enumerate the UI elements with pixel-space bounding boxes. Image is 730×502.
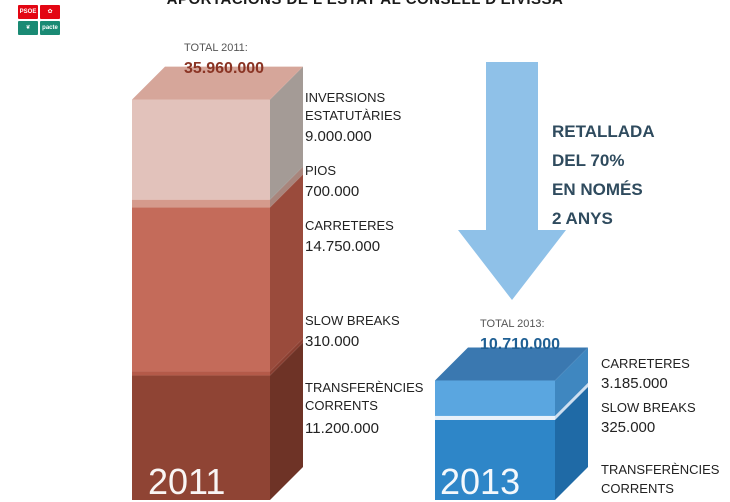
bar-2011-pios-front: [132, 199, 270, 208]
label-2011-transferencies-line2: CORRENTS: [305, 398, 378, 413]
value-2013-carreteres: 3.185.000: [601, 375, 668, 392]
bar-2011-transferencies-side: [270, 342, 303, 500]
value-2013-slow-breaks: 325.000: [601, 419, 656, 436]
bar-2013-transferencies-side: [555, 386, 588, 500]
bar-2011-pios-side: [270, 166, 303, 208]
annotation-line-4: 2 ANYS: [552, 209, 613, 228]
value-2011-pios: 700.000: [305, 183, 360, 200]
bar-2011-slow-breaks-side: [270, 338, 303, 376]
bar-2013-carreteres-front: [435, 380, 555, 416]
label-2013-transferencies-line1: TRANSFERÈNCIES: [601, 462, 720, 477]
bar-2013-slow-breaks-side: [555, 382, 588, 420]
annotation-line-2: DEL 70%: [552, 151, 625, 170]
bar-2011-inversions-side: [270, 66, 303, 200]
label-2013-transferencies-line2: CORRENTS: [601, 481, 674, 496]
label-2013-carreteres: CARRETERES: [601, 356, 690, 371]
bar-2011-inversions-front: [132, 99, 270, 200]
annotation-line-1: RETALLADA: [552, 122, 655, 141]
total-2011-value: 35.960.000: [184, 60, 265, 77]
bar-2011-carreteres-side: [270, 174, 303, 372]
total-2013-value: 10.710.000: [480, 336, 561, 353]
bar-2011-transferencies-front: [132, 375, 270, 500]
party-logo: PSOE ✿ ❦ pacte: [18, 5, 60, 35]
value-2011-transferencies: 11.200.000: [305, 420, 379, 437]
bar-2011-carreteres-front: [132, 207, 270, 372]
total-2013-caption: TOTAL 2013:: [480, 318, 545, 330]
value-2011-inversions: 9.000.000: [305, 128, 372, 145]
pacte-logo-cell: pacte: [40, 21, 60, 35]
label-2011-transferencies-line1: TRANSFERÈNCIES: [305, 380, 424, 395]
annotation-line-3: EN NOMÉS: [552, 180, 643, 199]
label-2011-pios: PIOS: [305, 163, 337, 178]
label-2011-inversions-line2: ESTATUTÀRIES: [305, 108, 402, 123]
total-2011-caption: TOTAL 2011:: [184, 42, 248, 54]
label-2011-carreteres: CARRETERES: [305, 218, 394, 233]
value-2011-slow-breaks: 310.000: [305, 333, 360, 350]
bar-2013-transferencies-front: [435, 419, 555, 500]
label-2011-inversions-line1: INVERSIONS: [305, 90, 386, 105]
reduction-arrow: [458, 62, 566, 300]
value-2011-carreteres: 14.750.000: [305, 238, 381, 255]
bar-2011-slow-breaks-front: [132, 371, 270, 376]
chart-title: APORTACIONS DE L'ESTAT AL CONSELL D'EIVI…: [0, 0, 730, 8]
category-label-2013: 2013: [440, 461, 521, 502]
bar-2013-carreteres-side: [555, 347, 588, 416]
psoe-logo-cell: PSOE: [18, 5, 38, 19]
bar-2013-top: [435, 347, 588, 381]
bar-2013-slow-breaks-front: [435, 415, 555, 420]
label-2013-slow-breaks: SLOW BREAKS: [601, 400, 696, 415]
category-label-2011: 2011: [148, 461, 226, 502]
bar-2011-top: [132, 66, 303, 100]
leaf-icon: ❦: [18, 21, 38, 35]
reduction-annotation: RETALLADA DEL 70% EN NOMÉS 2 ANYS: [552, 117, 702, 233]
rose-icon: ✿: [40, 5, 60, 19]
label-2011-slow-breaks: SLOW BREAKS: [305, 313, 400, 328]
